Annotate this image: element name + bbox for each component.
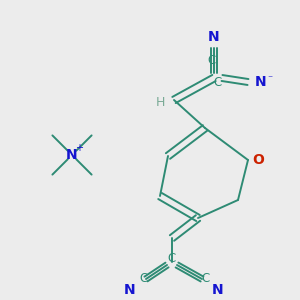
Text: N: N: [66, 148, 78, 162]
Text: H: H: [155, 95, 165, 109]
Text: C: C: [139, 272, 147, 286]
Text: N: N: [208, 30, 220, 44]
Text: O: O: [252, 153, 264, 167]
Text: +: +: [75, 143, 83, 153]
Text: C: C: [201, 272, 209, 286]
Text: ⁻: ⁻: [267, 74, 273, 84]
Text: C: C: [168, 253, 176, 266]
Text: N: N: [255, 75, 267, 89]
Text: C: C: [214, 76, 222, 89]
Text: N: N: [124, 283, 136, 297]
Text: N: N: [212, 283, 224, 297]
Text: C: C: [208, 53, 216, 67]
